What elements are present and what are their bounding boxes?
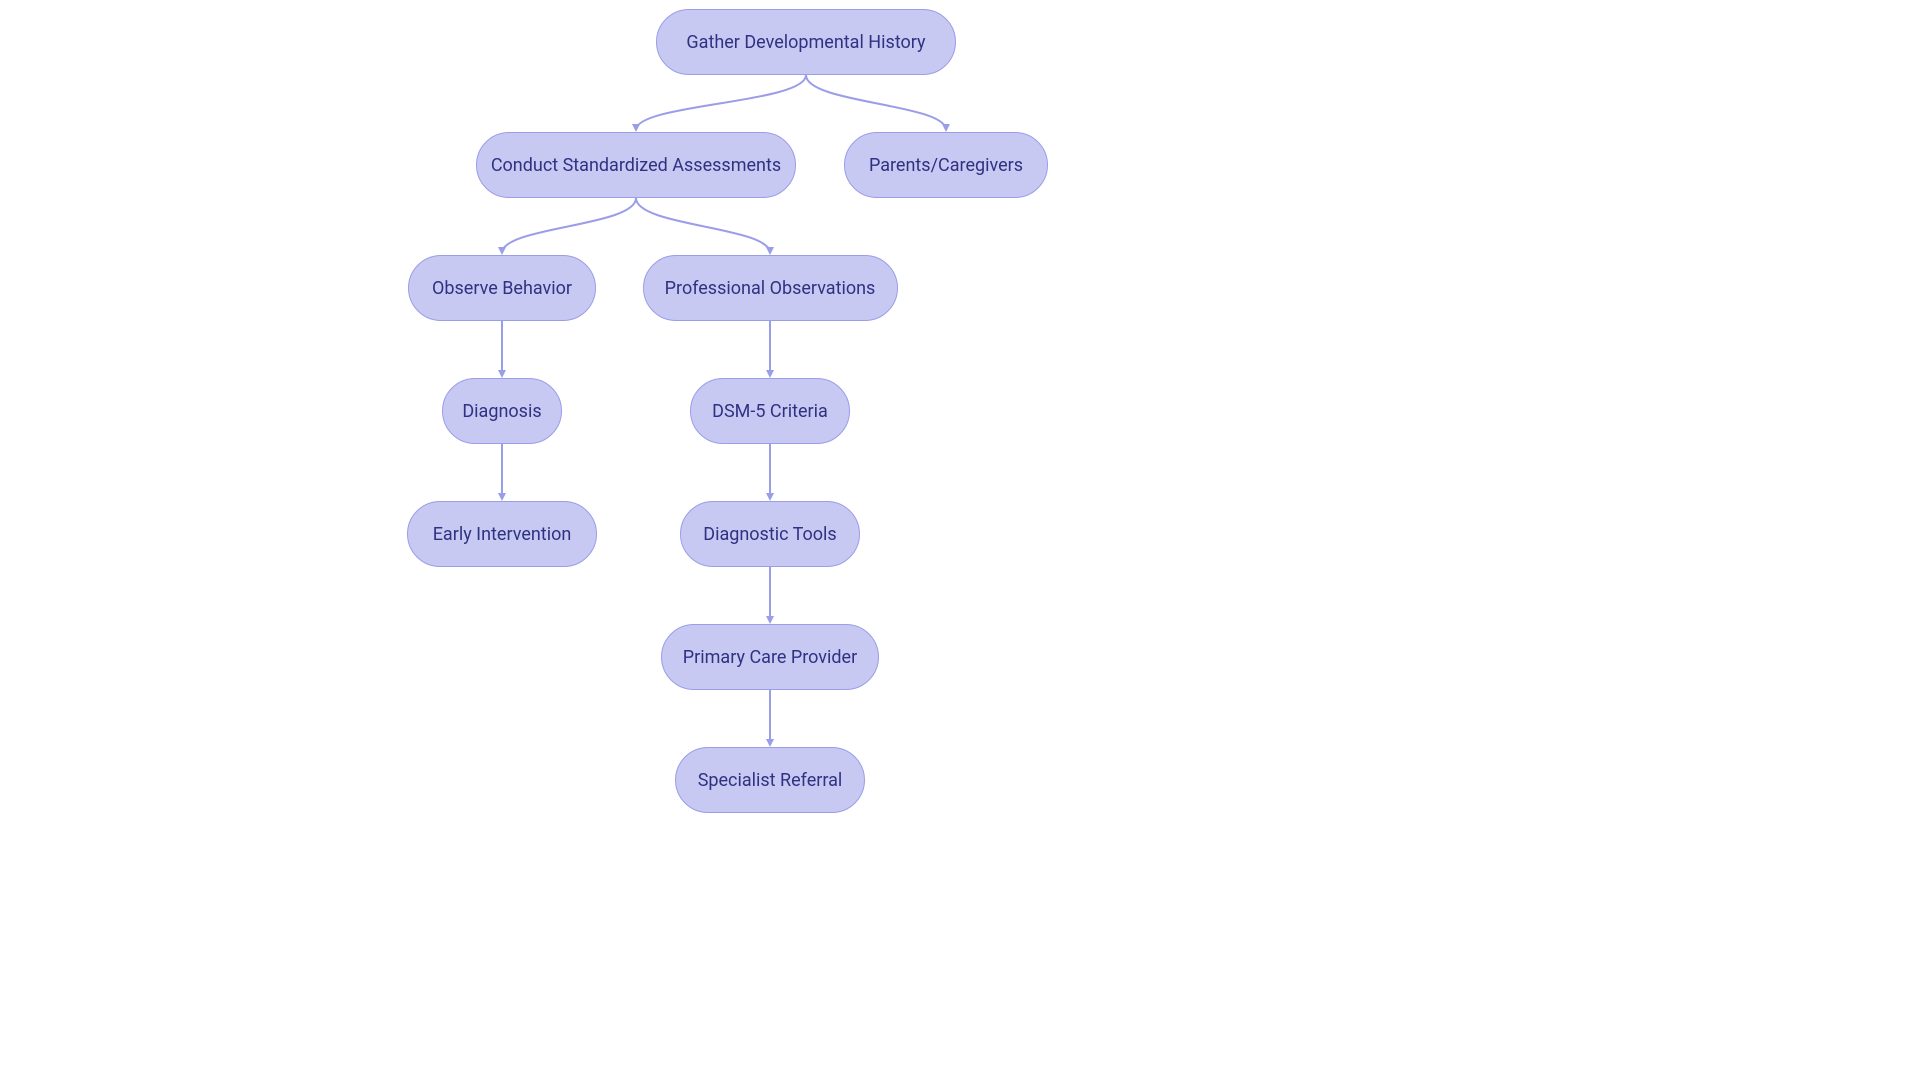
flowchart-node: Early Intervention — [407, 501, 597, 567]
flowchart-canvas: Gather Developmental History Conduct Stan… — [0, 0, 1920, 1080]
flowchart-node: Professional Observations — [643, 255, 898, 321]
flowchart-node: DSM-5 Criteria — [690, 378, 850, 444]
flowchart-edge — [636, 75, 806, 130]
flowchart-node: Primary Care Provider — [661, 624, 879, 690]
flowchart-node-label: Diagnostic Tools — [703, 524, 836, 545]
flowchart-node-label: Early Intervention — [433, 524, 572, 545]
flowchart-node: Observe Behavior — [408, 255, 596, 321]
flowchart-node-label: Professional Observations — [665, 278, 876, 299]
flowchart-edge — [806, 75, 946, 130]
flowchart-node: Diagnostic Tools — [680, 501, 860, 567]
flowchart-node: Conduct Standardized Assessments — [476, 132, 796, 198]
flowchart-node: Diagnosis — [442, 378, 562, 444]
flowchart-node-label: Conduct Standardized Assessments — [491, 155, 781, 176]
flowchart-node-label: Primary Care Provider — [683, 647, 857, 668]
flowchart-node-label: Gather Developmental History — [686, 32, 925, 53]
flowchart-node: Parents/Caregivers — [844, 132, 1048, 198]
flowchart-node-label: Specialist Referral — [698, 770, 843, 791]
flowchart-node-label: DSM-5 Criteria — [712, 401, 828, 422]
flowchart-node: Specialist Referral — [675, 747, 865, 813]
flowchart-edge — [636, 198, 770, 253]
flowchart-node: Gather Developmental History — [656, 9, 956, 75]
flowchart-node-label: Diagnosis — [462, 401, 541, 422]
flowchart-node-label: Observe Behavior — [432, 278, 572, 299]
flowchart-edge — [502, 198, 636, 253]
flowchart-node-label: Parents/Caregivers — [869, 155, 1023, 176]
